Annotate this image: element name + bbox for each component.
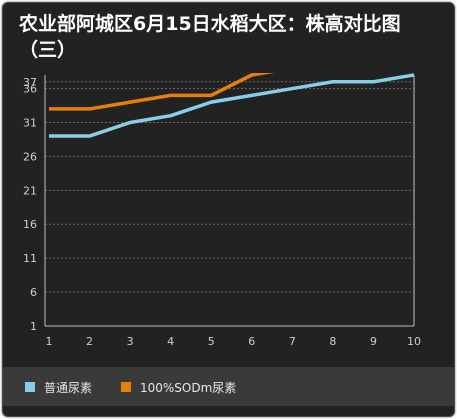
x-tick-label: 7 (289, 335, 296, 348)
x-tick-label: 5 (208, 335, 215, 348)
series-line-2 (49, 73, 275, 111)
legend-item-series-2[interactable]: 100%SODm尿素 (121, 379, 236, 395)
x-tick-label: 1 (46, 335, 53, 348)
y-tick-label: 31 (23, 116, 37, 129)
legend-swatch-series-1 (25, 382, 35, 392)
x-tick-label: 9 (370, 335, 377, 348)
x-tick-label: 6 (248, 335, 255, 348)
legend-item-series-1[interactable]: 普通尿素 (25, 379, 92, 395)
legend-label-series-2: 100%SODm尿素 (140, 380, 237, 395)
y-tick-label: 6 (30, 286, 37, 299)
legend: 普通尿素 100%SODm尿素 (3, 367, 454, 406)
chart-title: 农业部阿城区6月15日水稻大区：株高对比图（三） (19, 13, 401, 61)
x-tick-label: 2 (86, 335, 93, 348)
y-tick-label: 21 (23, 184, 37, 197)
y-tick-label: 37 (23, 76, 37, 89)
x-tick-label: 3 (127, 335, 134, 348)
y-tick-label: 1 (30, 320, 37, 333)
y-tick-label: 11 (23, 252, 37, 265)
legend-swatch-series-2 (121, 382, 131, 392)
x-tick-label: 10 (407, 335, 421, 348)
y-tick-label: 26 (23, 150, 37, 163)
y-tick-label: 16 (23, 218, 37, 231)
legend-label-series-1: 普通尿素 (44, 380, 93, 395)
x-tick-label: 4 (167, 335, 174, 348)
y-tick-label: 36 (23, 83, 37, 96)
series-line-1 (49, 73, 414, 138)
x-tick-label: 8 (329, 335, 336, 348)
